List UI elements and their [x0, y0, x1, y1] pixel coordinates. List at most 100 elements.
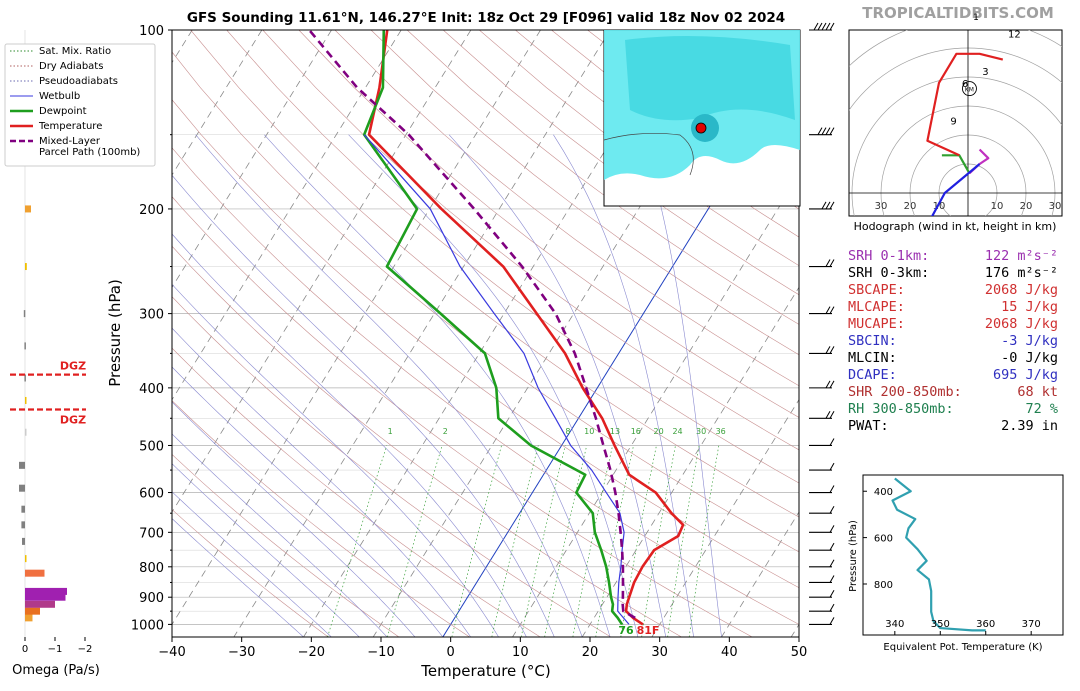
wind-barb-flag	[829, 438, 835, 446]
wind-barb-flag	[829, 462, 835, 471]
stat-value: 122 m²s⁻²	[984, 248, 1058, 264]
dgz-label-top: DGZ	[60, 360, 86, 373]
y-tick-label: 300	[139, 308, 164, 323]
mixing-ratio-line	[451, 445, 502, 637]
x-tick-label: −10	[367, 645, 394, 660]
stat-value: 68 kt	[1017, 384, 1058, 400]
theta-x-tick-label: 340	[885, 619, 904, 630]
wind-barb-flag	[829, 127, 835, 135]
hodo-tick-label: 20	[904, 201, 917, 212]
stat-row: SHR 200-850mb: 68 kt	[848, 384, 1058, 401]
theta-y-tick-label: 800	[874, 580, 893, 591]
omega-bar	[19, 461, 25, 469]
stat-row: SRH 0-1km: 122 m²s⁻²	[848, 248, 1058, 265]
stat-row: MLCAPE: 15 J/kg	[848, 299, 1058, 316]
wind-barb-flag	[825, 201, 831, 210]
theta-y-tick-label: 400	[874, 487, 893, 498]
wind-barb-flag	[829, 380, 835, 389]
stat-row: SRH 0-3km: 176 m²s⁻²	[848, 265, 1058, 282]
stat-value: 2068 J/kg	[984, 282, 1058, 298]
stat-row: MLCIN: -0 J/kg	[848, 350, 1058, 367]
hodograph: 30 20 10 10 20 30 12 3 6 9 KM 1	[848, 13, 1063, 217]
mixing-ratio-label: 20	[654, 427, 664, 436]
surface-dewpoint-label: 76	[618, 624, 634, 637]
y-tick-label: 900	[139, 591, 164, 606]
stat-label: DCAPE:	[848, 367, 897, 383]
x-tick-label: −40	[158, 645, 185, 660]
wind-barb-flag	[825, 127, 831, 135]
mixing-ratio-label: 16	[631, 427, 641, 436]
storm-marker	[695, 122, 707, 134]
mixing-ratio-label: 30	[696, 427, 706, 436]
hodo-km-label: KM	[965, 87, 974, 94]
mixing-ratio-label: 24	[672, 427, 682, 436]
isotherm	[172, 30, 541, 626]
series-wetbulb	[363, 134, 630, 625]
wind-barb-flag	[829, 201, 835, 210]
dry-adiabat	[172, 51, 799, 553]
mixing-ratio-label: 13	[610, 427, 620, 436]
series-mixed-layer-parcel-path-100mb-	[308, 30, 636, 620]
x-tick-label: 20	[582, 645, 599, 660]
stat-row: MUCAPE: 2068 J/kg	[848, 316, 1058, 333]
stat-label: SRH 0-3km:	[848, 265, 930, 281]
wind-barb-flag	[821, 127, 827, 135]
omega-xlabel: Omega (Pa/s)	[12, 663, 100, 678]
wind-barb-flag	[829, 525, 835, 533]
skewt-ylabel: Pressure (hPa)	[106, 279, 124, 387]
stat-label: MLCIN:	[848, 350, 897, 366]
mixing-ratio-line	[387, 445, 443, 637]
dry-adiabat	[190, 30, 799, 518]
omega-bar	[22, 537, 25, 545]
wind-barb-flag	[829, 22, 835, 31]
x-tick-label: −30	[228, 645, 255, 660]
dry-adiabat	[226, 30, 799, 484]
series-dewpoint	[362, 30, 624, 626]
x-tick-label: −20	[298, 645, 325, 660]
stat-value: -0 J/kg	[1001, 350, 1058, 366]
wind-barb-flag	[825, 306, 831, 314]
stat-value: 695 J/kg	[992, 367, 1058, 383]
watermark: TROPICALTIDBITS.COM	[862, 4, 1054, 22]
x-tick-label: 10	[512, 645, 529, 660]
theta-e-ylabel: Pressure (hPa)	[848, 520, 859, 592]
omega-bar	[25, 614, 33, 622]
omega-bar	[21, 505, 25, 513]
pseudoadiabat	[640, 134, 722, 637]
legend-box	[4, 43, 156, 167]
wind-barb-flag	[829, 617, 835, 625]
dry-adiabat	[370, 30, 799, 356]
legend-label: Dewpoint	[39, 106, 87, 117]
chart-title: GFS Sounding 11.61°N, 146.27°E Init: 18z…	[187, 10, 785, 26]
mixing-ratio-line	[327, 445, 388, 637]
x-tick-label: 0	[447, 645, 455, 660]
wind-barb-flag	[825, 346, 831, 354]
wind-barb-flag	[829, 259, 835, 267]
pseudoadiabat	[264, 134, 611, 637]
pseudoadiabat	[172, 174, 555, 637]
stat-label: MUCAPE:	[848, 316, 905, 332]
isotherm	[233, 30, 611, 637]
mixing-ratio-line	[544, 445, 588, 637]
dry-adiabat	[172, 509, 329, 637]
stats-panel: SRH 0-1km: 122 m²s⁻² SRH 0-3km: 176 m²s⁻² SB…	[848, 248, 1058, 435]
omega-bar	[25, 396, 27, 404]
pseudoadiabat	[172, 327, 471, 637]
wind-barb-flag	[813, 22, 819, 31]
legend-label: Temperature	[38, 121, 102, 132]
mixing-ratio-label: 2	[443, 427, 448, 436]
pseudoadiabat	[172, 518, 304, 637]
wind-barb-flag	[825, 259, 831, 267]
surface-temp-label: 81F	[637, 624, 660, 637]
omega-bar	[25, 587, 67, 595]
wind-barb-flag	[817, 22, 823, 31]
stat-label: SBCIN:	[848, 333, 897, 349]
wind-barb-flag	[821, 201, 827, 210]
series-temperature	[367, 30, 685, 626]
dry-adiabat	[172, 99, 799, 589]
hodo-tick-label: 20	[1020, 201, 1033, 212]
theta-y-tick-label: 600	[874, 534, 893, 545]
pseudoadiabat	[195, 134, 583, 637]
theta-e-xlabel: Equivalent Pot. Temperature (K)	[883, 642, 1042, 653]
omega-bar	[19, 484, 25, 492]
